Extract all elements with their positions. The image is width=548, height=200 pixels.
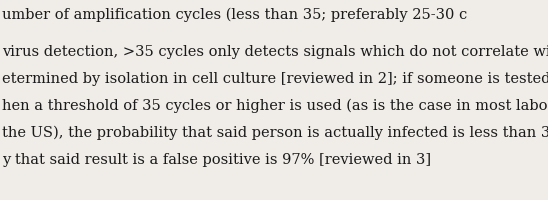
Text: y that said result is a false positive is 97% [reviewed in 3]: y that said result is a false positive i…: [2, 153, 431, 167]
Text: umber of amplification cycles (less than 35; preferably 25-30 c: umber of amplification cycles (less than…: [2, 8, 467, 22]
Text: the US), the probability that said person is actually infected is less than 3%, : the US), the probability that said perso…: [2, 126, 548, 140]
Text: virus detection, >35 cycles only detects signals which do not correlate with i: virus detection, >35 cycles only detects…: [2, 45, 548, 59]
Text: etermined by isolation in cell culture [reviewed in 2]; if someone is tested by: etermined by isolation in cell culture […: [2, 72, 548, 86]
Text: hen a threshold of 35 cycles or higher is used (as is the case in most laborato: hen a threshold of 35 cycles or higher i…: [2, 99, 548, 113]
